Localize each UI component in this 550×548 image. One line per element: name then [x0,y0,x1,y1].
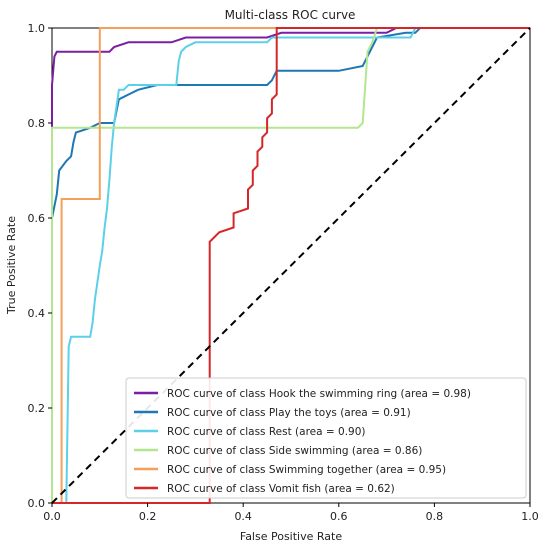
roc-curve-series-1 [51,27,530,503]
y-tick-label: 1.0 [28,22,46,35]
x-tick-label: 0.6 [330,510,348,523]
y-tick-label: 0.0 [28,497,46,510]
y-tick-label: 0.2 [28,402,46,415]
x-axis-label: False Positive Rate [240,530,342,543]
y-tick-label: 0.8 [28,117,46,130]
y-axis-label: True Positive Rate [5,216,18,315]
legend-label-1: ROC curve of class Hook the swimming rin… [167,388,471,400]
y-tick-label: 0.6 [28,212,46,225]
legend-label-4: ROC curve of class Side swimming (area =… [167,445,422,457]
roc-curves [51,27,530,504]
legend-label-5: ROC curve of class Swimming together (ar… [167,464,446,476]
legend: ROC curve of class Hook the swimming rin… [125,377,527,499]
y-axis-ticks: 0.0 0.2 0.4 0.6 0.8 1.0 [28,22,52,510]
legend-box [125,377,527,499]
legend-label-6: ROC curve of class Vomit fish (area = 0.… [167,483,395,495]
roc-curve-series-4 [51,27,530,503]
x-tick-label: 0.8 [426,510,444,523]
roc-curve-series-6 [52,27,530,504]
x-tick-label: 1.0 [521,510,539,523]
legend-label-3: ROC curve of class Rest (area = 0.90) [167,426,366,438]
y-tick-label: 0.4 [28,307,46,320]
x-axis-ticks: 0.0 0.2 0.4 0.6 0.8 1.0 [43,503,539,523]
chart-title: Multi-class ROC curve [225,8,356,22]
x-tick-label: 0.4 [234,510,252,523]
legend-label-2: ROC curve of class Play the toys (area =… [167,407,411,419]
x-tick-label: 0.0 [43,510,61,523]
x-tick-label: 0.2 [139,510,157,523]
roc-curve-series-3 [52,27,530,504]
